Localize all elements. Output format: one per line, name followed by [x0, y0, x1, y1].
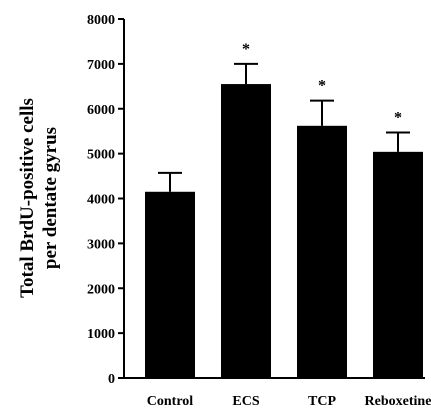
bars: * * *: [124, 41, 425, 379]
x-tick-label: ECS: [232, 394, 259, 409]
y-axis: 0 1000 2000 3000 4000 5000 6000 7000 8000: [87, 13, 125, 387]
bar-ecs: [221, 84, 271, 378]
significance-marker: *: [242, 41, 250, 58]
bar-reboxetine: [373, 151, 423, 378]
x-axis-labels: Control ECS TCP Reboxetine: [147, 394, 431, 409]
x-tick-label: Control: [147, 394, 194, 409]
significance-marker: *: [318, 78, 326, 95]
bar-control: [145, 191, 195, 378]
y-tick-label: 2000: [87, 282, 115, 297]
y-tick-label: 1000: [87, 327, 115, 342]
y-axis-label-line-1: Total BrdU-positive cells: [17, 98, 38, 298]
y-tick-label: 0: [108, 372, 115, 387]
y-tick-label: 3000: [87, 237, 115, 252]
y-tick-label: 7000: [87, 58, 115, 73]
y-tick-label: 5000: [87, 148, 115, 163]
x-tick-label: Reboxetine: [365, 394, 431, 409]
significance-marker: *: [394, 110, 402, 127]
x-tick-label: TCP: [308, 394, 336, 409]
y-tick-label: 8000: [87, 13, 115, 28]
y-axis-label: Total BrdU-positive cells per dentate gy…: [17, 98, 61, 298]
y-tick-label: 6000: [87, 103, 115, 118]
y-tick-label: 4000: [87, 193, 115, 208]
y-axis-label-line-2: per dentate gyrus: [40, 127, 61, 269]
bar-tcp: [297, 125, 347, 379]
